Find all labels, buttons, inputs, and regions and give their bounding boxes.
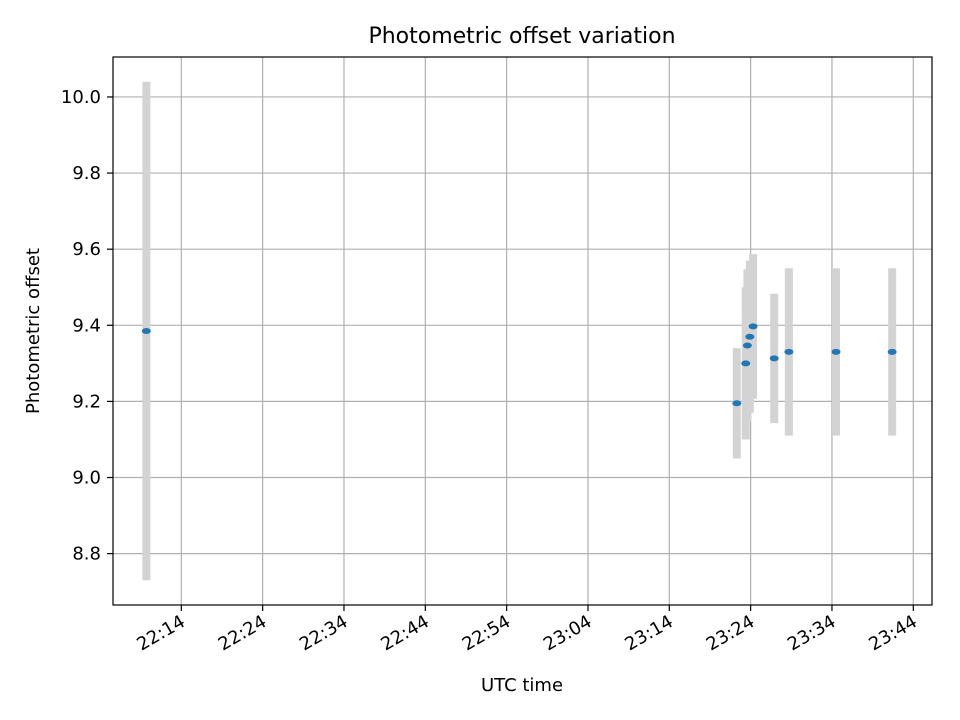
data-point bbox=[784, 348, 794, 355]
data-point bbox=[745, 333, 755, 340]
data-point bbox=[742, 342, 752, 349]
y-tick-label: 9.4 bbox=[72, 315, 101, 336]
data-point bbox=[769, 355, 779, 362]
data-point bbox=[748, 323, 758, 330]
chart-title: Photometric offset variation bbox=[368, 24, 675, 49]
y-tick-label: 9.2 bbox=[72, 391, 101, 412]
data-point bbox=[741, 360, 751, 367]
y-axis-label: Photometric offset bbox=[23, 248, 44, 414]
plot-frame bbox=[112, 56, 933, 606]
y-axis-ticks: 8.8 9.0 9.2 9.4 9.6 9.8 10.0 bbox=[61, 87, 113, 565]
y-tick-label: 9.0 bbox=[72, 468, 101, 489]
data-points bbox=[141, 323, 897, 407]
y-tick-label: 9.6 bbox=[72, 239, 101, 260]
x-axis-label: UTC time bbox=[481, 675, 563, 696]
data-point bbox=[141, 328, 151, 334]
data-point bbox=[887, 348, 897, 355]
data-point bbox=[831, 348, 841, 355]
grid bbox=[113, 57, 932, 605]
y-tick-label: 9.8 bbox=[72, 163, 101, 184]
data-point bbox=[732, 400, 742, 407]
y-tick-label: 8.8 bbox=[72, 544, 101, 565]
y-tick-label: 10.0 bbox=[61, 87, 101, 108]
